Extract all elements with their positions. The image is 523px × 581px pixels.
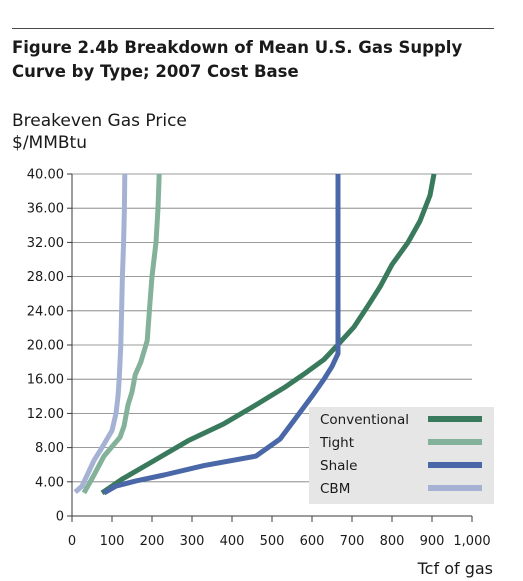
series-line-shale: [102, 174, 341, 496]
y-tick-label: 20.00: [27, 339, 64, 354]
y-tick-label: 12.00: [27, 407, 64, 422]
x-axis-title: Tcf of gas: [417, 559, 493, 578]
y-axis-title-line2: $/MMBtu: [12, 133, 87, 153]
series-line-conventional: [100, 173, 437, 495]
y-tick-label: 40.00: [27, 168, 64, 183]
series-lines: [73, 173, 437, 496]
x-tick-label: 800: [380, 534, 405, 549]
top-rule: [12, 28, 494, 29]
y-tick-label: 28.00: [27, 270, 64, 285]
figure-title: Figure 2.4b Breakdown of Mean U.S. Gas S…: [12, 38, 463, 81]
legend-label: Conventional: [320, 412, 409, 428]
legend-label: Tight: [319, 435, 354, 451]
y-tick-label: 8.00: [35, 441, 64, 456]
x-tick-label: 700: [340, 534, 365, 549]
y-tick-label: 16.00: [27, 373, 64, 388]
x-axis: 0 100 200 300 400 500 600 700 800 900 1,000: [68, 515, 491, 549]
y-tick-label: 4.00: [35, 475, 64, 490]
x-tick-label: 200: [140, 534, 165, 549]
x-tick-label: 900: [420, 534, 445, 549]
y-tick-label: 36.00: [27, 202, 64, 217]
y-axis: 0 4.00 8.00 12.00 16.00 20.00 24.00 28.00 32.00 3…: [27, 168, 73, 525]
series-line-tight: [81, 173, 162, 495]
legend-label: CBM: [320, 481, 350, 497]
y-axis-title: Breakeven Gas Price $/MMBtu: [12, 110, 187, 154]
y-axis-title-line1: Breakeven Gas Price: [12, 111, 187, 131]
x-tick-label: 100: [100, 534, 125, 549]
x-tick-label: 300: [180, 534, 205, 549]
x-tick-label: 0: [68, 534, 76, 549]
x-tick-label: 500: [260, 534, 285, 549]
y-tick-label: 0: [56, 510, 64, 525]
x-tick-label: 1,000: [453, 534, 490, 549]
x-tick-label: 400: [220, 534, 245, 549]
y-tick-label: 24.00: [27, 304, 64, 319]
y-tick-label: 32.00: [27, 236, 64, 251]
legend-entries: Conventional Tight Shale CBM: [319, 412, 482, 497]
x-tick-label: 600: [300, 534, 325, 549]
series-line-cbm: [73, 173, 128, 494]
legend-label: Shale: [320, 458, 357, 474]
